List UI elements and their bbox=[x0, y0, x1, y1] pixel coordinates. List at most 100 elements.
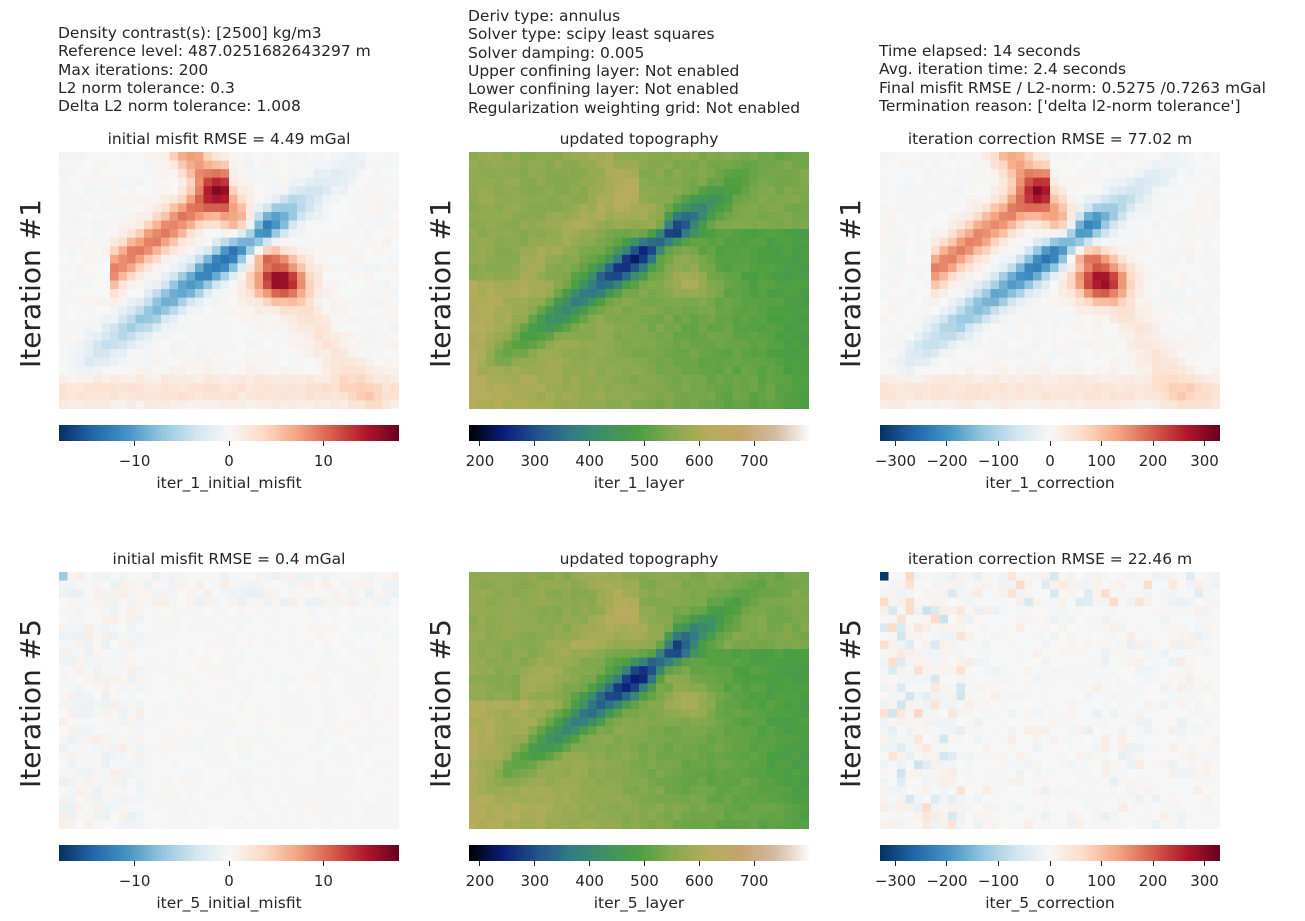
heatmap-cell bbox=[390, 220, 399, 230]
heatmap-cell bbox=[999, 357, 1009, 367]
heatmap-cell bbox=[562, 331, 572, 342]
heatmap-cell bbox=[169, 271, 179, 282]
heatmap-cell bbox=[571, 297, 581, 307]
heatmap-cell bbox=[1169, 254, 1179, 264]
heatmap-cell bbox=[110, 374, 120, 384]
heatmap-cell bbox=[237, 666, 247, 676]
heatmap-cell bbox=[67, 280, 77, 290]
heatmap-cell bbox=[656, 289, 666, 299]
heatmap-cell bbox=[647, 152, 657, 162]
heatmap-cell bbox=[271, 271, 281, 282]
heatmap-cell bbox=[169, 186, 179, 196]
heatmap-cell bbox=[314, 306, 324, 316]
heatmap-cell bbox=[263, 220, 273, 230]
heatmap-cell bbox=[186, 657, 196, 667]
heatmap-cell bbox=[246, 606, 256, 616]
heatmap-cell bbox=[356, 374, 366, 384]
colorbar-segment bbox=[383, 425, 386, 441]
heatmap-cell bbox=[715, 152, 725, 162]
heatmap-cell bbox=[1126, 160, 1136, 170]
heatmap-cell bbox=[297, 169, 307, 179]
heatmap-cell bbox=[494, 211, 504, 222]
heatmap-cell bbox=[800, 177, 809, 187]
heatmap-cell bbox=[390, 263, 399, 273]
heatmap-cell bbox=[84, 640, 94, 650]
heatmap-cell bbox=[965, 400, 975, 409]
heatmap-cell bbox=[698, 237, 708, 247]
heatmap-cell bbox=[469, 186, 479, 196]
colorbar-segment bbox=[773, 425, 776, 441]
heatmap-cell bbox=[948, 237, 958, 247]
heatmap-cell bbox=[365, 271, 375, 282]
heatmap-cell bbox=[152, 246, 162, 256]
heatmap-cell bbox=[724, 169, 734, 179]
heatmap-cell bbox=[965, 314, 975, 324]
heatmap-cell bbox=[948, 289, 958, 299]
heatmap-cell bbox=[715, 254, 725, 264]
heatmap-cell bbox=[1135, 280, 1145, 290]
heatmap-cell bbox=[469, 357, 479, 367]
heatmap-cell bbox=[973, 323, 983, 333]
heatmap-cell bbox=[1109, 229, 1119, 239]
heatmap-cell bbox=[178, 306, 188, 316]
heatmap-cell bbox=[758, 366, 768, 376]
heatmap-cell bbox=[152, 254, 162, 264]
heatmap-cell bbox=[1033, 246, 1043, 256]
heatmap-cell bbox=[93, 177, 103, 187]
heatmap-cell bbox=[1084, 152, 1094, 162]
heatmap-cell bbox=[101, 726, 111, 736]
heatmap-cell bbox=[254, 297, 264, 307]
heatmap-cell bbox=[948, 186, 958, 196]
colorbar-segment bbox=[707, 425, 710, 441]
colorbar-segment bbox=[375, 425, 378, 441]
heatmap-cell bbox=[1041, 229, 1051, 239]
heatmap-cell bbox=[322, 366, 332, 376]
heatmap-cell bbox=[203, 280, 213, 290]
heatmap-cell bbox=[605, 349, 615, 359]
heatmap-cell bbox=[528, 229, 538, 239]
heatmap-cell bbox=[169, 580, 179, 590]
heatmap-cell bbox=[554, 169, 564, 179]
heatmap-cell bbox=[229, 349, 239, 359]
heatmap-r1c1 bbox=[59, 152, 399, 409]
colorbar-segment bbox=[1186, 425, 1189, 441]
colorbar-segment bbox=[1046, 425, 1049, 441]
heatmap-cell bbox=[356, 211, 366, 222]
heatmap-cell bbox=[1101, 203, 1111, 213]
heatmap-cell bbox=[1058, 366, 1068, 376]
heatmap-cell bbox=[118, 289, 128, 299]
heatmap-cell bbox=[382, 340, 392, 350]
heatmap-cell bbox=[741, 246, 751, 256]
heatmap-cell bbox=[956, 152, 966, 162]
heatmap-cell bbox=[588, 289, 598, 299]
heatmap-cell bbox=[314, 597, 324, 607]
heatmap-cell bbox=[1101, 331, 1111, 342]
heatmap-cell bbox=[775, 220, 785, 230]
heatmap-cell bbox=[698, 263, 708, 273]
heatmap-cell bbox=[1092, 306, 1102, 316]
heatmap-cell bbox=[681, 366, 691, 376]
heatmap-cell bbox=[212, 246, 222, 256]
heatmap-cell bbox=[656, 152, 666, 162]
heatmap-cell bbox=[880, 331, 890, 342]
colorbar-segment bbox=[295, 425, 298, 441]
heatmap-cell bbox=[469, 246, 479, 256]
heatmap-cell bbox=[1169, 152, 1179, 162]
heatmap-cell bbox=[212, 271, 222, 282]
heatmap-cell bbox=[1203, 374, 1213, 384]
heatmap-cell bbox=[622, 357, 632, 367]
heatmap-r1c3 bbox=[880, 152, 1220, 409]
heatmap-cell bbox=[390, 194, 399, 204]
heatmap-cell bbox=[571, 340, 581, 350]
heatmap-cell bbox=[373, 280, 383, 290]
heatmap-cell bbox=[331, 169, 341, 179]
heatmap-cell bbox=[707, 211, 717, 222]
colorbar-segment bbox=[519, 425, 522, 441]
heatmap-cell bbox=[528, 177, 538, 187]
colorbar-segment bbox=[307, 425, 310, 441]
heatmap-cell bbox=[93, 391, 103, 402]
colorbar-segment bbox=[904, 425, 907, 441]
colorbar-tick-mark bbox=[228, 441, 230, 446]
heatmap-cell bbox=[664, 246, 674, 256]
heatmap-cell bbox=[1118, 374, 1128, 384]
